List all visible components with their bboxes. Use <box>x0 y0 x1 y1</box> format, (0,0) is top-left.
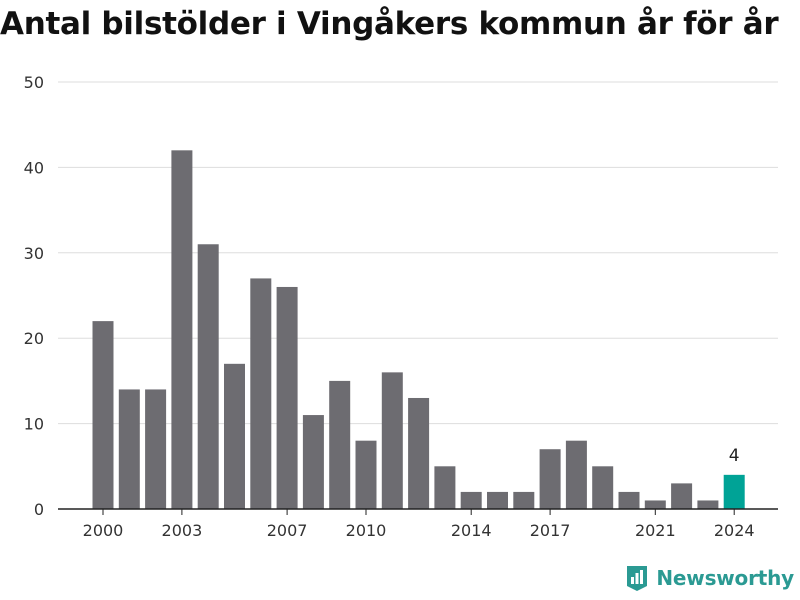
bar-2023 <box>697 500 719 509</box>
x-axis-ticks: 2000 2003 2007 2010 2014 2017 2021 2024 <box>83 509 755 540</box>
brand-name: Newsworthy <box>656 566 794 590</box>
data-labels: 4 <box>729 446 740 466</box>
y-tick-label: 10 <box>24 415 44 434</box>
bar-2000 <box>92 321 114 509</box>
x-tick-label: 2017 <box>530 521 571 540</box>
bar-2006 <box>250 278 272 509</box>
bar-2009 <box>329 380 351 509</box>
x-tick-label: 2000 <box>83 521 124 540</box>
bar-2014 <box>460 491 482 509</box>
bar-2024 <box>723 474 745 509</box>
bar-2022 <box>671 483 693 509</box>
x-tick-label: 2003 <box>162 521 203 540</box>
x-tick-label: 2024 <box>714 521 755 540</box>
newsworthy-logo-icon <box>627 566 648 591</box>
gridlines <box>58 81 778 425</box>
bar-2020 <box>618 491 640 509</box>
bar-2018 <box>565 440 587 509</box>
bar-2001 <box>118 389 140 509</box>
bar-2021 <box>644 500 666 509</box>
y-tick-label: 20 <box>24 329 44 348</box>
bar-2005 <box>224 363 245 509</box>
x-tick-label: 2010 <box>346 521 387 540</box>
y-tick-label: 50 <box>24 73 44 92</box>
x-tick-label: 2014 <box>451 521 492 540</box>
bar-2003 <box>171 150 193 509</box>
bar-2008 <box>302 415 324 509</box>
y-axis-ticks: 0 10 20 30 40 50 <box>24 73 44 519</box>
bar-2015 <box>487 491 508 509</box>
bar-2016 <box>513 491 535 509</box>
bar-2011 <box>381 372 403 509</box>
x-tick-label: 2007 <box>267 521 308 540</box>
newsworthy-logo: Newsworthy <box>625 564 794 592</box>
bar-2012 <box>408 397 430 509</box>
bar-2013 <box>434 466 456 509</box>
y-tick-label: 0 <box>34 500 44 519</box>
bar-2002 <box>145 389 167 509</box>
data-label-2024: 4 <box>729 446 740 466</box>
x-tick-label: 2021 <box>635 521 676 540</box>
bar-2007 <box>276 286 298 509</box>
y-tick-label: 40 <box>24 158 44 177</box>
bar-2004 <box>197 244 219 509</box>
bar-2017 <box>539 449 561 509</box>
bars <box>92 150 745 509</box>
y-tick-label: 30 <box>24 244 44 263</box>
bar-2019 <box>592 466 614 509</box>
bar-2010 <box>355 440 377 509</box>
chart-title: Antal bilstölder i Vingåkers kommun år f… <box>0 6 779 42</box>
